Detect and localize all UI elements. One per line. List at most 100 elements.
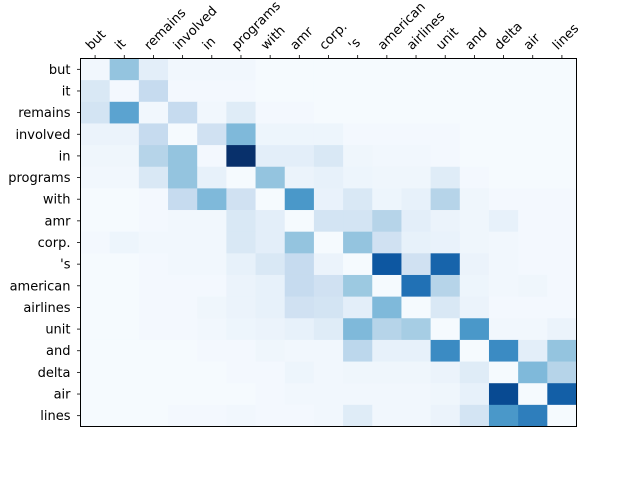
heatmap-cell [518, 145, 548, 168]
heatmap-cell [197, 296, 227, 319]
heatmap-cell [430, 231, 461, 254]
heatmap-cell [138, 188, 169, 211]
heatmap-cell [372, 231, 402, 254]
heatmap-cell [430, 318, 461, 341]
heatmap-cell [313, 58, 344, 81]
heatmap-cell [343, 361, 373, 384]
heatmap-cell [343, 231, 373, 254]
heatmap-cell [488, 318, 519, 341]
heatmap-cell [372, 101, 402, 124]
heatmap-cell [284, 404, 315, 427]
heatmap-cell [255, 274, 286, 298]
heatmap-cell [168, 296, 198, 319]
heatmap-cell [401, 188, 432, 211]
heatmap-cell [488, 58, 519, 81]
heatmap-cell [284, 80, 315, 103]
heatmap-cell [109, 231, 140, 254]
heatmap-cell [255, 318, 286, 341]
heatmap-cell [430, 166, 461, 189]
heatmap-cell [284, 253, 315, 276]
heatmap-cell [255, 361, 286, 384]
heatmap-cell [401, 404, 432, 427]
y-tick-label: it [62, 84, 71, 99]
heatmap-cell [226, 188, 256, 211]
y-tick-label: in [59, 149, 71, 164]
heatmap-cell [138, 101, 169, 124]
heatmap-cell [459, 361, 490, 384]
heatmap-cell [313, 166, 344, 189]
heatmap-cell [226, 404, 256, 427]
heatmap-cell [226, 210, 256, 233]
heatmap-cell [401, 210, 432, 233]
heatmap-cell [372, 145, 402, 168]
heatmap-cell [168, 404, 198, 427]
heatmap-cell [168, 80, 198, 103]
heatmap-cell [430, 58, 461, 81]
heatmap-cell [343, 101, 373, 124]
heatmap-cell [255, 404, 286, 427]
heatmap-cell [80, 274, 111, 298]
heatmap-cell [430, 274, 461, 298]
heatmap-cell [343, 80, 373, 103]
heatmap-cell [459, 101, 490, 124]
heatmap-cell [197, 188, 227, 211]
heatmap-cell [488, 253, 519, 276]
heatmap-cell [372, 188, 402, 211]
heatmap-cell [226, 253, 256, 276]
heatmap-cell [109, 383, 140, 406]
heatmap-cell [313, 80, 344, 103]
heatmap-cell [459, 404, 490, 427]
heatmap-cell [430, 123, 461, 146]
heatmap-cell [284, 166, 315, 189]
heatmap-cell [547, 318, 577, 341]
heatmap-cell [372, 339, 402, 362]
heatmap-cell [313, 253, 344, 276]
heatmap-cell [343, 123, 373, 146]
heatmap-cell [459, 166, 490, 189]
heatmap-cell [343, 404, 373, 427]
heatmap-cell [401, 123, 432, 146]
heatmap-cell [313, 383, 344, 406]
heatmap-cell [109, 123, 140, 146]
heatmap-cell [401, 231, 432, 254]
heatmap-cell [284, 274, 315, 298]
heatmap-cell [430, 404, 461, 427]
heatmap-cell [255, 58, 286, 81]
heatmap-cell [372, 318, 402, 341]
heatmap-cell [80, 188, 111, 211]
heatmap-cell [313, 123, 344, 146]
heatmap-cell [518, 318, 548, 341]
heatmap-cell [547, 80, 577, 103]
y-tick-label: american [10, 279, 71, 294]
heatmap-cell [226, 80, 256, 103]
heatmap-cell [518, 101, 548, 124]
heatmap-cell [168, 339, 198, 362]
heatmap-cell [80, 404, 111, 427]
heatmap-cell [109, 296, 140, 319]
heatmap-cell [109, 404, 140, 427]
y-axis-ticks: but it remains involved in programs with amr cor… [8, 63, 81, 424]
heatmap-cell [255, 123, 286, 146]
heatmap-cell [518, 383, 548, 406]
plot-frame [80, 58, 577, 427]
heatmap-cell [284, 383, 315, 406]
heatmap-cell [284, 188, 315, 211]
heatmap-cell [80, 361, 111, 384]
y-tick-label: unit [45, 323, 70, 338]
heatmap-cell [138, 123, 169, 146]
heatmap-cell [313, 210, 344, 233]
heatmap-cell [80, 58, 111, 81]
heatmap-cell [80, 145, 111, 168]
heatmap-cell [488, 101, 519, 124]
heatmap-cell [401, 339, 432, 362]
y-tick-label: remains [18, 106, 71, 121]
heatmap-cell [430, 188, 461, 211]
heatmap-cell [401, 253, 432, 276]
heatmap-cell [401, 383, 432, 406]
y-tick-label: delta [38, 366, 71, 381]
heatmap-cell [547, 231, 577, 254]
heatmap-cell [168, 383, 198, 406]
heatmap-cell [313, 231, 344, 254]
heatmap-cell [459, 123, 490, 146]
heatmap-cell [168, 58, 198, 81]
